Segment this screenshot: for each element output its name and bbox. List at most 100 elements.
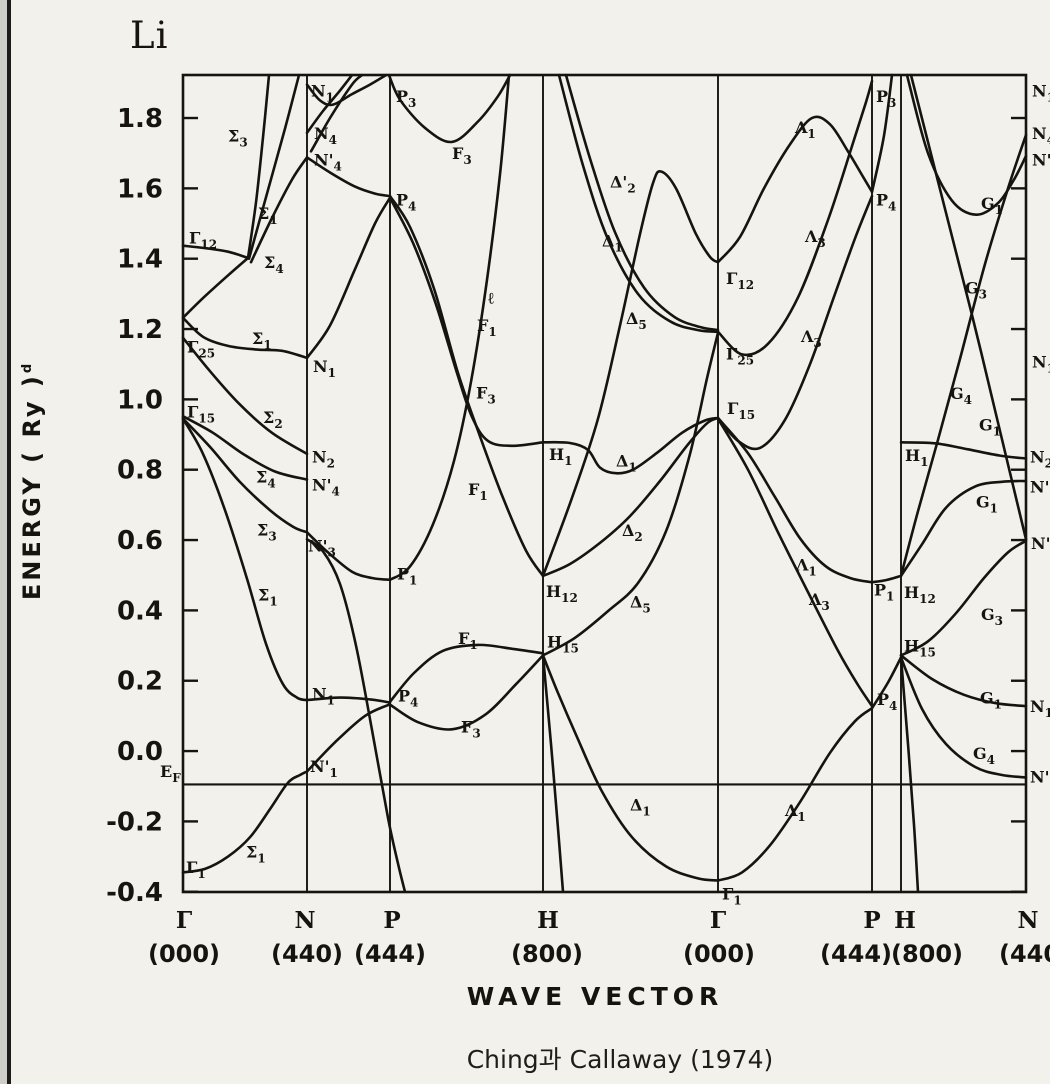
band-curve-delta2p_a bbox=[557, 73, 720, 334]
band-label: P4 bbox=[396, 191, 416, 214]
band-curve-d_plunge bbox=[305, 538, 407, 894]
band-label: P4 bbox=[398, 687, 418, 710]
band-curve-g1_h15_n1 bbox=[899, 654, 1028, 708]
band-label: Δ1 bbox=[602, 231, 623, 254]
band-label: N4 bbox=[1032, 124, 1050, 147]
band-label: Λ1 bbox=[794, 118, 816, 141]
band-curve-lambda3_desc bbox=[716, 417, 874, 708]
band-label: Λ3 bbox=[808, 590, 830, 613]
band-label: N'4 bbox=[314, 151, 342, 174]
band-curve-d_n1_p4 bbox=[305, 196, 392, 360]
band-label: Δ1 bbox=[616, 452, 637, 475]
y-tick-label: -0.2 bbox=[106, 807, 163, 837]
band-label: Γ15 bbox=[727, 399, 755, 422]
band-label: P1 bbox=[874, 580, 894, 603]
band-label: Γ12 bbox=[189, 229, 217, 252]
x-point-letter: N bbox=[1017, 907, 1038, 934]
band-label: Σ1 bbox=[246, 842, 266, 865]
band-label: H12 bbox=[904, 583, 936, 606]
band-label: H12 bbox=[546, 582, 578, 605]
band-curve-d_to_p1 bbox=[305, 531, 392, 582]
band-label: N'3 bbox=[308, 536, 336, 559]
band-curve-gamma12_stub bbox=[181, 244, 250, 260]
band-label: H15 bbox=[547, 632, 579, 655]
y-tick-label: 0.2 bbox=[117, 667, 163, 697]
band-label: F3 bbox=[476, 383, 496, 406]
band-label: Δ5 bbox=[626, 309, 647, 332]
plot-frame bbox=[181, 73, 1028, 894]
band-curve-hump_h12_g12 bbox=[541, 170, 720, 578]
x-point-letter: Γ bbox=[710, 907, 727, 934]
band-label: Λ3 bbox=[800, 327, 822, 350]
band-curve-d_low bbox=[305, 703, 392, 773]
band-curve-h1_drop bbox=[541, 654, 565, 894]
band-label: Σ4 bbox=[264, 253, 284, 276]
band-curve-lambda1_low bbox=[716, 706, 874, 882]
band-label: Γ12 bbox=[726, 269, 754, 292]
x-axis-label: WAVE VECTOR bbox=[466, 982, 724, 1011]
band-curve-lambda1_arch bbox=[716, 115, 874, 264]
band-curve-f3_dip bbox=[388, 654, 545, 731]
band-label: P1 bbox=[397, 564, 417, 587]
band-curve-sigma3_mid bbox=[181, 417, 309, 534]
x-point-coord: (000) bbox=[148, 940, 220, 968]
band-label: Σ3 bbox=[257, 521, 277, 544]
band-label: G3 bbox=[981, 605, 1003, 628]
band-curve-g4_h15_n1p bbox=[899, 656, 1028, 779]
band-curve-f1_riser bbox=[388, 73, 511, 582]
x-point-coord: (440) bbox=[999, 940, 1050, 968]
band-label: F3 bbox=[452, 144, 472, 167]
band-label: Σ4 bbox=[256, 468, 276, 491]
band-curve-delta1_low bbox=[541, 654, 720, 882]
band-label: H15 bbox=[904, 637, 936, 660]
band-curve-g3_desc bbox=[909, 73, 1028, 541]
band-label: N2 bbox=[1030, 447, 1050, 470]
band-label: G3 bbox=[965, 279, 987, 302]
y-tick-label: 0.8 bbox=[117, 456, 163, 486]
band-curve-sigma1_top bbox=[247, 73, 301, 260]
band-curve-g4_riser bbox=[899, 133, 1028, 578]
scan-edge-line bbox=[7, 0, 11, 1084]
figure-title: Li bbox=[130, 14, 169, 57]
band-label: H1 bbox=[905, 446, 928, 469]
band-label: P4 bbox=[876, 191, 896, 214]
band-label: Δ1 bbox=[630, 796, 651, 819]
band-label: Γ15 bbox=[187, 403, 215, 426]
band-label: Δ'2 bbox=[610, 172, 636, 195]
band-label: N1 bbox=[313, 357, 336, 380]
band-label: G1 bbox=[979, 416, 1001, 439]
band-curve-delta2p_b bbox=[564, 73, 720, 332]
x-point-letter: Γ bbox=[176, 907, 193, 934]
band-curve-d_n1_dip bbox=[305, 73, 388, 107]
band-curve-sigma1_steep bbox=[181, 417, 309, 702]
x-point-coord: (444) bbox=[354, 940, 426, 968]
band-label: N'4 bbox=[1032, 151, 1050, 174]
band-label: Λ3 bbox=[804, 227, 826, 250]
band-label: EF bbox=[160, 762, 181, 785]
band-label: N4 bbox=[314, 124, 337, 147]
band-label: Γ25 bbox=[726, 345, 754, 368]
y-tick-label: 0.0 bbox=[117, 737, 163, 767]
band-label: Δ5 bbox=[630, 593, 651, 616]
band-curve-d_n4_top bbox=[305, 73, 354, 135]
band-label: F3 bbox=[461, 717, 481, 740]
band-label: F1 bbox=[468, 480, 488, 503]
x-point-coord: (440) bbox=[271, 940, 343, 968]
y-tick-label: -0.4 bbox=[106, 878, 163, 908]
band-curve-g1_flat_n2 bbox=[899, 441, 1028, 460]
band-label: N'4 bbox=[312, 475, 340, 498]
band-curve-delta1_flat bbox=[541, 416, 720, 475]
band-label: N2 bbox=[312, 447, 335, 470]
band-curve-sigma1_upper bbox=[181, 316, 309, 360]
band-label: Σ3 bbox=[228, 127, 248, 150]
band-label: ℓ bbox=[488, 288, 495, 307]
band-label: N1 bbox=[1030, 697, 1050, 720]
band-label: Σ1 bbox=[258, 586, 278, 609]
x-point-letter: N bbox=[294, 907, 315, 934]
y-tick-label: 1.2 bbox=[117, 315, 163, 345]
band-curve-g1_h12_n4p bbox=[899, 479, 1028, 578]
band-label: Λ1 bbox=[795, 556, 817, 579]
band-label: Σ1 bbox=[258, 204, 278, 227]
y-tick-label: 1.6 bbox=[117, 174, 163, 204]
